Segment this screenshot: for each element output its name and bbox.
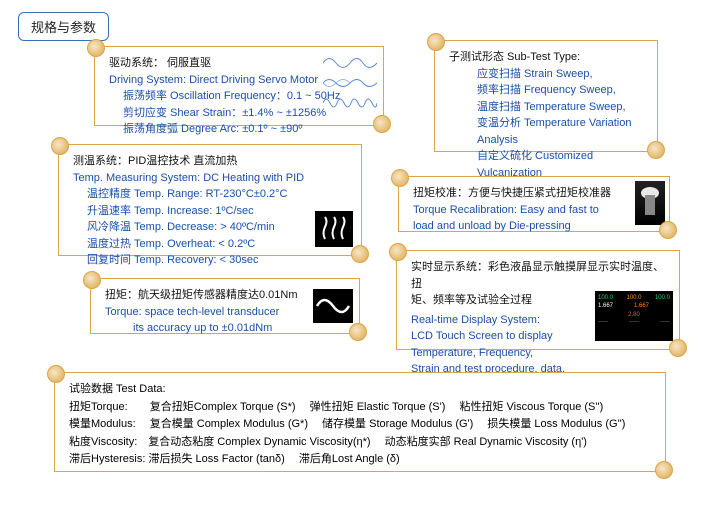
display-l1: 实时显示系统：彩色液晶显示触摸屏显示实时温度、扭 [411, 259, 669, 292]
temp-l6: 温度过热 Temp. Overheat: < 0.2ºC [73, 236, 351, 253]
torquecal-l3: load and unload by Die-pressing [413, 218, 659, 235]
testdata-r4: 滞后Hysteresis: 滞后损失 Loss Factor (tanδ) 滞后… [69, 451, 651, 469]
panel-display-system: 实时显示系统：彩色液晶显示触摸屏显示实时温度、扭 矩、频率等及试验全过程 Rea… [396, 250, 680, 350]
temp-l2: Temp. Measuring System: DC Heating with … [73, 170, 351, 187]
torquecal-l1: 扭矩校准：方便与快捷压紧式扭矩校准器 [413, 185, 659, 202]
subtest-l3: 频率扫描 Frequency Sweep, [449, 82, 647, 99]
panel-subtest-type: 子测试形态 Sub-Test Type: 应变扫描 Strain Sweep, … [434, 40, 658, 152]
panel-torque-recal: 扭矩校准：方便与快捷压紧式扭矩校准器 Torque Recalibration:… [398, 176, 670, 232]
testdata-r3: 粘度Viscosity: 复合动态粘度 Complex Dynamic Visc… [69, 434, 651, 452]
subtest-l1: 子测试形态 Sub-Test Type: [449, 49, 647, 66]
temp-l5: 风冷降温 Temp. Decrease: > 40ºC/min [73, 219, 351, 236]
temp-l3: 温控精度 Temp. Range: RT-230°C±0.2°C [73, 186, 351, 203]
subtest-l2: 应变扫描 Strain Sweep, [449, 66, 647, 83]
calibrator-icon [635, 181, 665, 225]
sine-icon [313, 289, 353, 323]
heat-icon [315, 211, 353, 247]
panel-temp-system: 测温系统：PID温控技术 直流加热 Temp. Measuring System… [58, 144, 362, 256]
torquecal-l2: Torque Recalibration: Easy and fast to [413, 202, 659, 219]
panel-test-data: 试验数据 Test Data: 扭矩Torque: 复合扭矩Complex To… [54, 372, 666, 472]
driving-l5: 振荡角度弧 Degree Arc: ±0.1º ~ ±90º [109, 121, 373, 138]
subtest-l5: 变温分析 Temperature Variation Analysis [449, 115, 647, 148]
panel-torque: 扭矩：航天级扭矩传感器精度达0.01Nm Torque: space tech-… [90, 278, 360, 334]
temp-l4: 升温速率 Temp. Increase: 1ºC/sec [73, 203, 351, 220]
page-title: 规格与参数 [18, 12, 109, 41]
testdata-header: 试验数据 Test Data: [69, 381, 651, 399]
lcd-screen-icon: 100.0100.0100.0 1.6671.667 2.80 —————— [595, 291, 673, 341]
wave-icon [323, 53, 377, 113]
display-l4: Temperature, Frequency, [411, 345, 669, 362]
testdata-r1: 扭矩Torque: 复合扭矩Complex Torque (S*) 弹性扭矩 E… [69, 399, 651, 417]
panel-driving-system: 驱动系统： 伺服直驱 Driving System: Direct Drivin… [94, 46, 384, 126]
testdata-r2: 模量Modulus: 复合模量 Complex Modulus (G*) 储存模… [69, 416, 651, 434]
subtest-l4: 温度扫描 Temperature Sweep, [449, 99, 647, 116]
temp-l7: 回复时间 Temp. Recovery: < 30sec [73, 252, 351, 269]
temp-l1: 测温系统：PID温控技术 直流加热 [73, 153, 351, 170]
